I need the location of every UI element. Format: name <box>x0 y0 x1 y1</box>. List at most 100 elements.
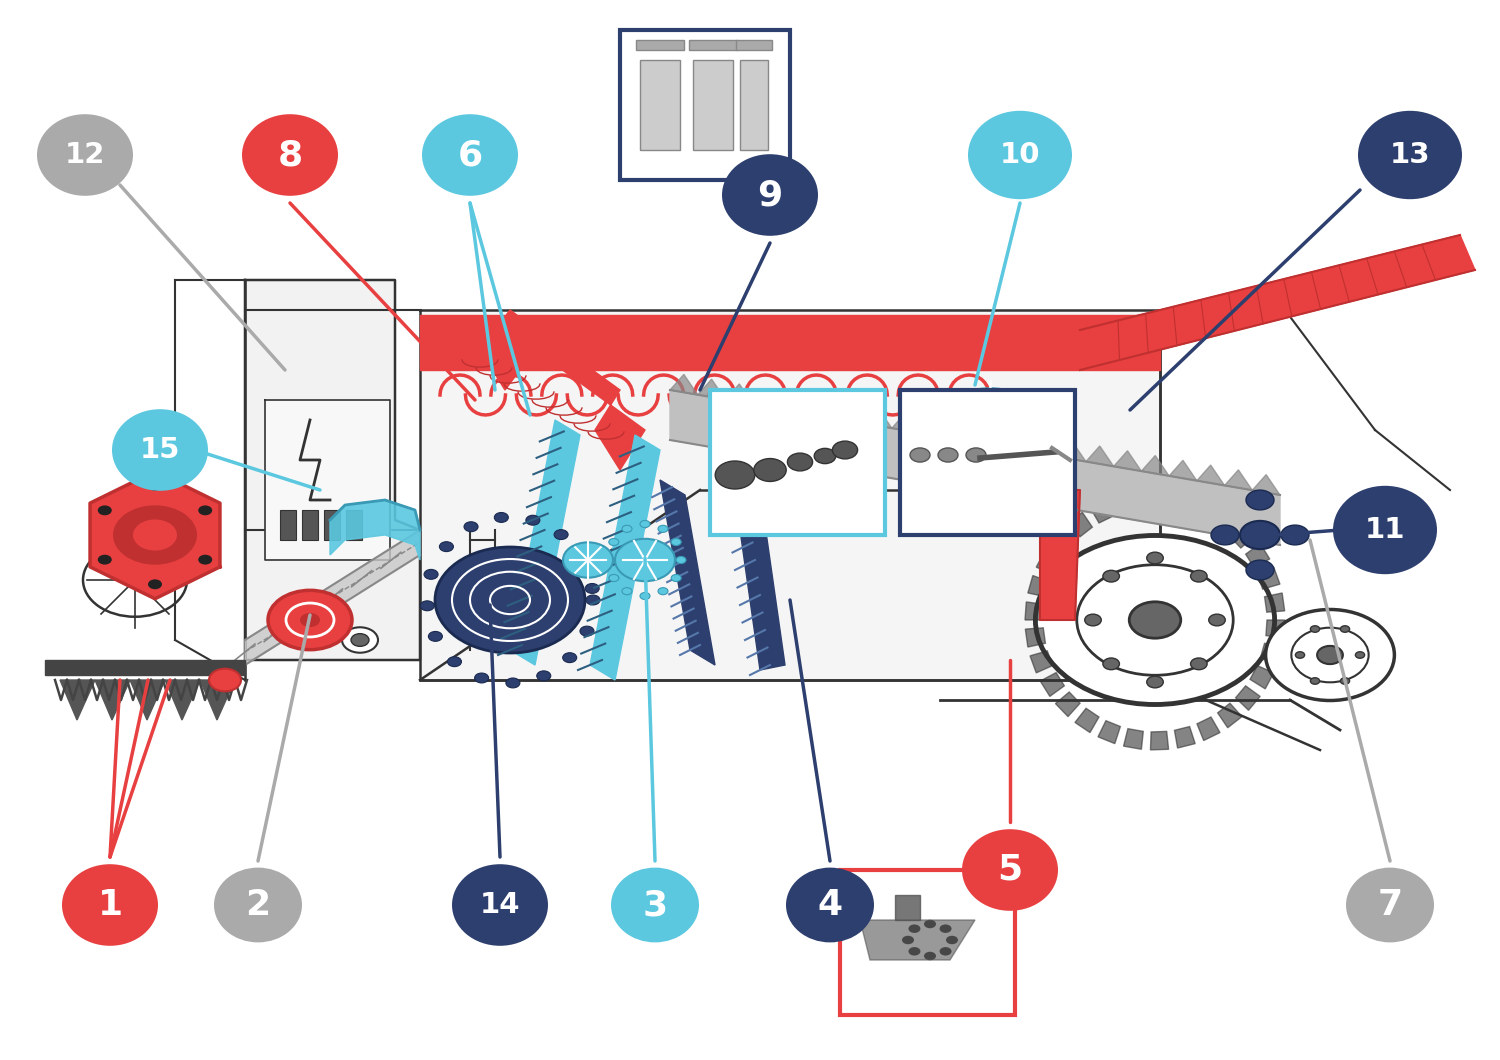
Circle shape <box>815 448 836 463</box>
Polygon shape <box>837 403 864 423</box>
Polygon shape <box>1266 620 1286 638</box>
Circle shape <box>716 461 754 489</box>
Circle shape <box>924 920 936 929</box>
Polygon shape <box>590 435 660 681</box>
Circle shape <box>1209 614 1225 625</box>
Polygon shape <box>896 895 920 920</box>
Polygon shape <box>670 390 1280 545</box>
Circle shape <box>464 522 478 532</box>
Circle shape <box>909 924 921 933</box>
Polygon shape <box>200 681 236 720</box>
Bar <box>302 510 318 540</box>
Polygon shape <box>1197 465 1224 485</box>
Ellipse shape <box>214 867 302 942</box>
Polygon shape <box>1002 431 1031 452</box>
Circle shape <box>1130 602 1180 638</box>
Circle shape <box>1102 570 1119 582</box>
Circle shape <box>585 583 598 594</box>
Polygon shape <box>330 500 420 560</box>
Circle shape <box>562 543 614 578</box>
Polygon shape <box>1026 628 1045 647</box>
Ellipse shape <box>1334 485 1437 575</box>
Circle shape <box>112 506 196 565</box>
Circle shape <box>98 506 112 515</box>
Polygon shape <box>660 480 716 665</box>
Polygon shape <box>808 399 837 419</box>
Ellipse shape <box>1358 111 1462 199</box>
Circle shape <box>440 542 453 551</box>
Polygon shape <box>1114 492 1136 513</box>
Circle shape <box>1146 552 1164 564</box>
Bar <box>840 870 1016 1015</box>
Circle shape <box>939 924 951 933</box>
Circle shape <box>604 556 613 564</box>
Polygon shape <box>266 400 390 560</box>
Circle shape <box>1281 525 1310 545</box>
Circle shape <box>420 601 434 611</box>
Bar <box>688 40 736 50</box>
Circle shape <box>609 538 619 546</box>
Circle shape <box>134 519 177 550</box>
Circle shape <box>932 389 1048 472</box>
Circle shape <box>1210 525 1239 545</box>
Circle shape <box>1311 625 1320 632</box>
Circle shape <box>640 593 650 600</box>
Polygon shape <box>1080 235 1474 370</box>
Ellipse shape <box>610 867 699 942</box>
Circle shape <box>1191 570 1208 582</box>
Polygon shape <box>1224 470 1252 490</box>
Text: 1: 1 <box>98 888 123 922</box>
Circle shape <box>1146 676 1164 688</box>
Bar <box>620 30 790 180</box>
Polygon shape <box>726 384 753 404</box>
Polygon shape <box>1090 499 1113 523</box>
Circle shape <box>1296 652 1305 658</box>
Ellipse shape <box>38 114 134 196</box>
Polygon shape <box>1167 491 1186 511</box>
Circle shape <box>435 547 585 653</box>
Circle shape <box>1035 535 1275 705</box>
Bar <box>736 40 772 50</box>
Circle shape <box>1246 490 1274 510</box>
Bar <box>640 60 680 151</box>
Polygon shape <box>1142 490 1160 509</box>
Circle shape <box>198 554 211 565</box>
Circle shape <box>148 580 162 589</box>
Ellipse shape <box>722 154 818 235</box>
Circle shape <box>495 512 508 523</box>
Circle shape <box>902 936 914 944</box>
Polygon shape <box>510 420 580 665</box>
Text: 11: 11 <box>1365 516 1406 544</box>
Polygon shape <box>975 427 1002 447</box>
Circle shape <box>1246 560 1274 580</box>
Ellipse shape <box>422 114 518 196</box>
Text: 13: 13 <box>1389 141 1431 169</box>
Polygon shape <box>753 389 782 409</box>
Circle shape <box>574 553 590 564</box>
Polygon shape <box>1098 721 1120 744</box>
Circle shape <box>580 626 594 636</box>
Circle shape <box>209 669 242 691</box>
Ellipse shape <box>112 409 209 491</box>
Circle shape <box>1341 677 1350 685</box>
Polygon shape <box>165 681 200 720</box>
Circle shape <box>1084 614 1101 625</box>
Circle shape <box>622 587 632 595</box>
Circle shape <box>562 653 576 662</box>
Ellipse shape <box>1346 867 1434 942</box>
Circle shape <box>939 947 951 955</box>
Text: 8: 8 <box>278 138 303 172</box>
Ellipse shape <box>962 829 1058 911</box>
Circle shape <box>447 657 462 667</box>
Polygon shape <box>1058 441 1086 461</box>
Circle shape <box>1341 625 1350 632</box>
Polygon shape <box>1236 686 1260 710</box>
Ellipse shape <box>242 114 338 196</box>
Circle shape <box>474 673 489 683</box>
Circle shape <box>1311 677 1320 685</box>
Text: 5: 5 <box>998 853 1023 887</box>
Polygon shape <box>244 530 420 665</box>
Polygon shape <box>1056 692 1080 717</box>
Circle shape <box>429 632 442 641</box>
Polygon shape <box>1142 456 1168 476</box>
